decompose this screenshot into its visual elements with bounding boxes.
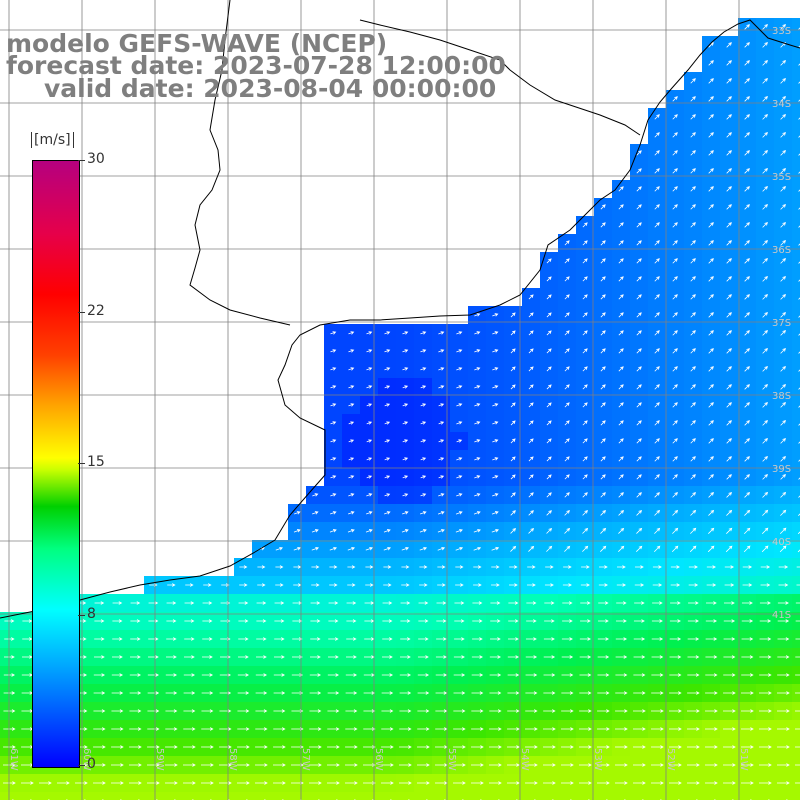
longitude-label: 60W xyxy=(81,748,92,771)
longitude-label: 59W xyxy=(154,748,165,771)
latitude-label: 41S xyxy=(772,610,791,621)
latitude-label: 36S xyxy=(772,245,791,256)
longitude-label: 53W xyxy=(592,748,603,771)
latitude-label: 33S xyxy=(772,26,791,37)
colorbar-tick-label: 0 xyxy=(87,756,96,772)
colorbar-tickmark xyxy=(78,160,85,161)
longitude-label: 54W xyxy=(519,748,530,771)
latitude-label: 35S xyxy=(772,172,791,183)
latitude-label: 40S xyxy=(772,537,791,548)
title-valid-date: valid date: 2023-08-04 00:00:00 xyxy=(44,74,497,103)
colorbar-tick-label: 8 xyxy=(87,606,96,622)
latitude-label: 34S xyxy=(772,99,791,110)
title-forecast-date: forecast date: 2023-07-28 12:00:00 xyxy=(6,51,506,80)
longitude-label: 51W xyxy=(738,748,749,771)
latitude-label: 37S xyxy=(772,318,791,329)
longitude-label: 61W xyxy=(8,748,19,771)
colorbar-tick-label: 22 xyxy=(87,303,105,319)
coastline xyxy=(0,0,800,619)
latitude-label: 38S xyxy=(772,391,791,402)
longitude-label: 56W xyxy=(373,748,384,771)
colorbar-gradient xyxy=(33,161,79,767)
ocean-wind-field xyxy=(0,18,800,800)
latitude-label: 39S xyxy=(772,464,791,475)
longitude-label: 58W xyxy=(227,748,238,771)
colorbar-tickmark xyxy=(78,765,85,766)
colorbar-unit: [m/s] xyxy=(31,132,74,148)
colorbar-tick-label: 15 xyxy=(87,454,105,470)
longitude-label: 57W xyxy=(300,748,311,771)
title-model: modelo GEFS-WAVE (NCEP) xyxy=(6,29,388,58)
colorbar-tick-label: 30 xyxy=(87,151,105,167)
colorbar-tickmark xyxy=(78,615,85,616)
colorbar-tickmark xyxy=(78,312,85,313)
longitude-label: 55W xyxy=(446,748,457,771)
colorbar-tickmark xyxy=(78,463,85,464)
longitude-label: 52W xyxy=(665,748,676,771)
colorbar xyxy=(32,160,80,768)
